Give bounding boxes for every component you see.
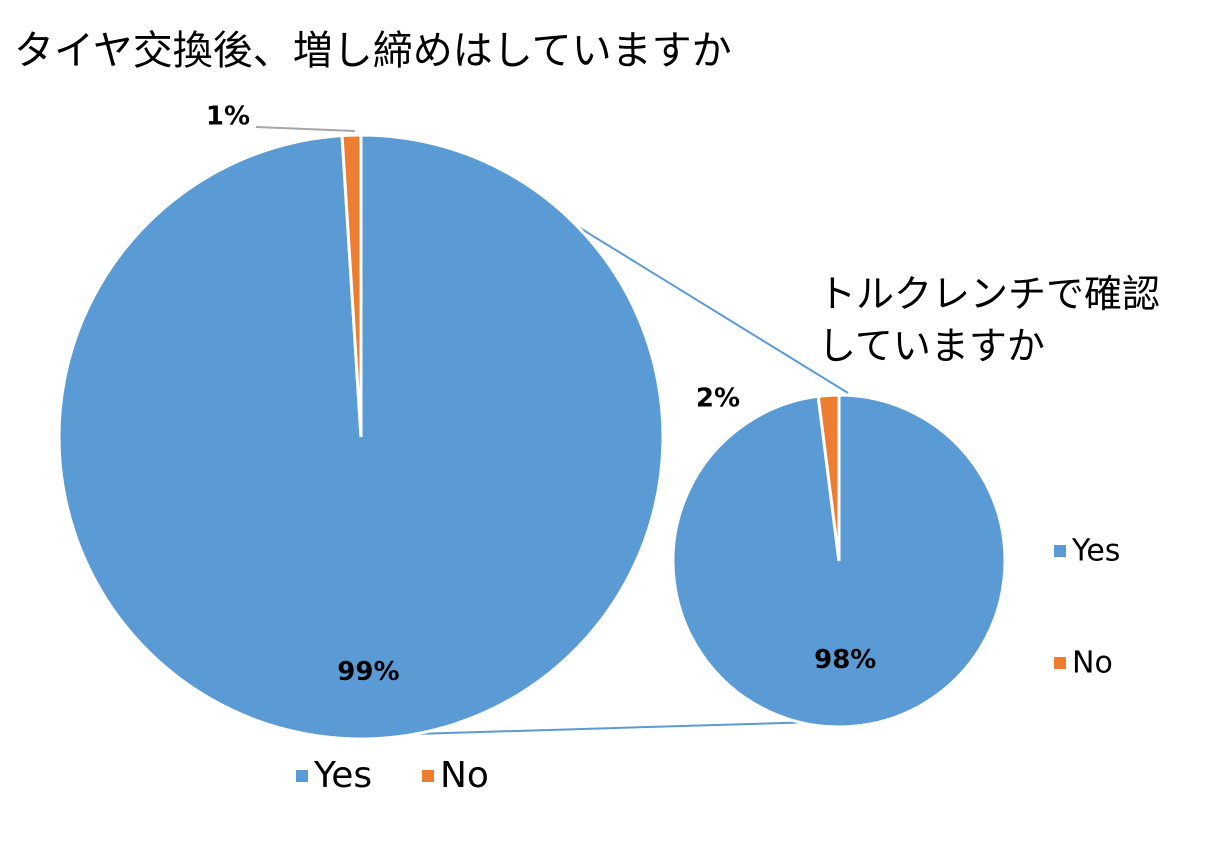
pie-slice xyxy=(340,133,363,438)
legend-label: No xyxy=(1072,646,1113,681)
data-label: 2% xyxy=(696,384,740,414)
connector-line xyxy=(579,227,849,394)
legend-marker xyxy=(296,770,308,782)
data-label: 1% xyxy=(206,102,250,132)
legend-marker xyxy=(1054,545,1066,557)
leader-line xyxy=(255,126,356,132)
connector-line xyxy=(379,721,819,736)
pie-slice xyxy=(816,393,841,562)
legend-label: Yes xyxy=(1071,534,1120,569)
legend-label: No xyxy=(440,755,489,796)
legend-label: Yes xyxy=(313,755,372,796)
legend-marker xyxy=(422,770,434,782)
data-label: 99% xyxy=(337,657,399,687)
data-label: 98% xyxy=(814,645,876,675)
chart-title: トルクレンチで確認していますか xyxy=(818,272,1161,368)
legend-marker xyxy=(1054,657,1066,669)
chart-title: タイヤ交換後、増し締めはしていますか xyxy=(14,28,732,74)
